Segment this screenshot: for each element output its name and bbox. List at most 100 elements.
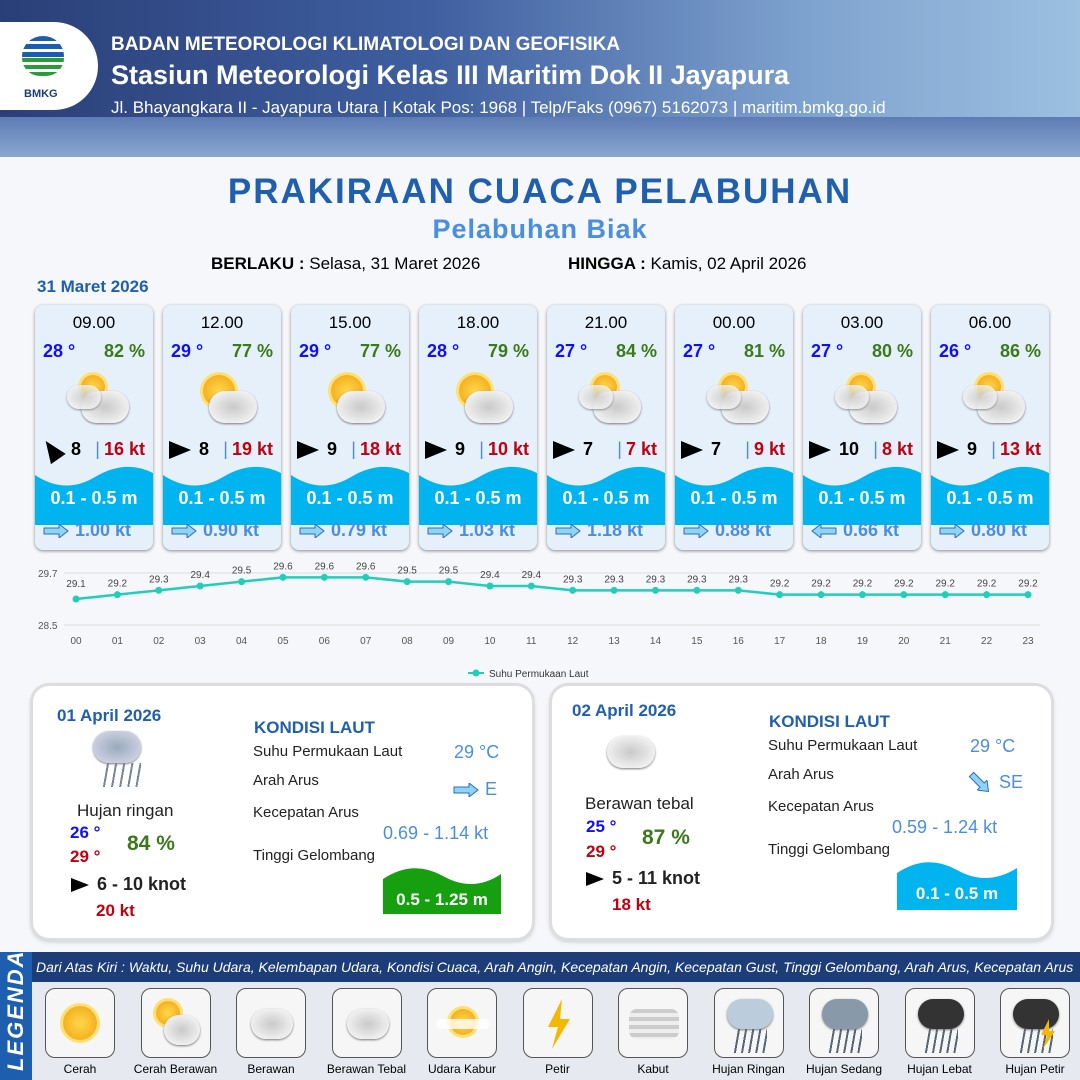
wind: 10 [809, 439, 859, 460]
humidity: 79 % [487, 341, 529, 361]
humidity: 80 % [871, 341, 913, 361]
data-label: 29.5 [397, 566, 417, 577]
current-speed: 0.79 kt [331, 520, 388, 540]
x-tick-label: 12 [567, 636, 579, 647]
separator: | [95, 439, 100, 459]
data-label: 29.3 [646, 574, 666, 585]
air-temperature: 27 ° [683, 341, 716, 361]
day3-speed-min: 0.59 [892, 817, 928, 837]
day3-sst-label: Suhu Permukaan Laut [768, 737, 918, 754]
wave-graphic [163, 467, 281, 525]
forecast-time: 12.00 [200, 313, 244, 332]
wave-graphic [35, 467, 153, 525]
legend-icon-hujan-lebat [904, 988, 975, 1058]
forecast-card: 15.00 29 ° 77 % 9 | 18 kt 0.1 - 0.5 m 0.7… [291, 305, 409, 550]
gust-speed: 8 kt [881, 439, 913, 459]
day2-humidity: 84 % [127, 832, 175, 855]
data-label: 29.1 [66, 579, 86, 590]
separator: | [991, 439, 996, 459]
x-tick-label: 08 [402, 636, 414, 647]
gust: | 19 kt [223, 439, 273, 460]
legend-item-label: Cerah Berawan [133, 1062, 218, 1076]
x-tick-label: 19 [857, 636, 869, 647]
gust: | 18 kt [351, 439, 401, 460]
data-point [983, 591, 991, 599]
day3-wave: 0.1 - 0.5 m [915, 884, 999, 903]
wind: 9 [937, 439, 977, 460]
air-temperature: 28 ° [43, 341, 76, 361]
day2-speed-min: 0.69 [383, 823, 419, 843]
current-direction-icon [811, 524, 837, 539]
current-direction-icon [427, 524, 453, 539]
data-point [693, 586, 701, 594]
port-name: Pelabuhan Biak [432, 214, 648, 244]
data-point [72, 595, 80, 603]
current-arrow-icon [968, 771, 990, 793]
x-tick-label: 13 [609, 636, 621, 647]
separator: | [223, 439, 228, 459]
day3-current-speed: 0.59 - 1.24 kt [892, 817, 997, 838]
x-tick-label: 17 [774, 636, 786, 647]
day3-wave-graphic [897, 862, 1017, 910]
forecast-time: 15.00 [328, 313, 372, 332]
data-label: 29.3 [563, 574, 583, 585]
wind-direction-icon [809, 441, 831, 460]
banner-background [0, 117, 1080, 157]
day2-sea-title: KONDISI LAUT [254, 718, 375, 737]
wind-speed: 9 [327, 439, 338, 459]
data-point [279, 573, 287, 581]
gust-speed: 19 kt [231, 439, 273, 459]
separator: | [873, 439, 878, 459]
day2-current-dir-label: Arah Arus [253, 772, 319, 789]
day2-speed-max: - 1.14 kt [423, 823, 489, 843]
day2-weather: Hujan ringan [77, 801, 174, 820]
data-point [569, 586, 577, 594]
forecast-card: 21.00 27 ° 84 % 7 | 7 kt 0.1 - 0.5 m 1.18… [547, 305, 665, 550]
valid-from-value: Selasa, 31 Maret 2026 [309, 254, 481, 273]
page-title: PRAKIRAAN CUACA PELABUHAN [227, 172, 853, 211]
current: 1.00 kt [43, 520, 131, 541]
data-label: 29.6 [315, 561, 335, 572]
wave-graphic [803, 467, 921, 525]
valid-from: BERLAKU : Selasa, 31 Maret 2026 [211, 254, 480, 274]
legend-icon-hujan-ringan [713, 988, 784, 1058]
legend-icon-cerah [45, 988, 115, 1058]
day2-wind: 6 - 10 knot [71, 874, 186, 895]
wind: 8 [38, 436, 81, 465]
air-temperature: 28 ° [427, 341, 460, 361]
wave-graphic [547, 467, 665, 525]
current-speed: 0.80 kt [971, 520, 1028, 540]
day3-tmax: 29 ° [586, 842, 617, 861]
x-tick-label: 18 [815, 636, 827, 647]
partly-sunny-icon [195, 373, 257, 428]
legend-item-label: Hujan Sedang [805, 1062, 883, 1076]
thick-cloud-icon [607, 736, 667, 781]
day2-current-dir: E [453, 779, 497, 800]
data-point [486, 582, 494, 590]
humidity: 82 % [103, 341, 145, 361]
cloudy-icon [707, 373, 769, 428]
wind-direction-icon [937, 441, 959, 460]
forecast-time: 00.00 [712, 313, 756, 332]
wind-speed: 7 [711, 439, 722, 459]
current-speed: 1.00 kt [75, 520, 132, 540]
current: 0.79 kt [299, 520, 387, 541]
wave-height: 0.1 - 0.5 m [946, 488, 1034, 508]
wave-height: 0.1 - 0.5 m [434, 488, 522, 508]
wave-height: 0.1 - 0.5 m [178, 488, 266, 508]
wind-speed: 9 [967, 439, 978, 459]
gust: | 9 kt [745, 439, 785, 460]
data-point [858, 591, 866, 599]
legend-item-label: Petir [545, 1062, 570, 1076]
wind-arrow-icon [586, 872, 604, 887]
current: 0.80 kt [939, 520, 1027, 541]
cloudy-icon [579, 373, 641, 428]
air-temperature: 27 ° [811, 341, 844, 361]
data-point [196, 582, 204, 590]
legend-icon-udara-kabur [427, 988, 497, 1058]
legend-item-label: Kabut [637, 1062, 669, 1076]
logo-globe-icon [22, 36, 64, 76]
valid-from-label: BERLAKU : [211, 254, 305, 273]
wind-arrow-icon [71, 878, 89, 893]
header-banner: BMKG BADAN METEOROLOGI KLIMATOLOGI DAN G… [0, 0, 1080, 157]
